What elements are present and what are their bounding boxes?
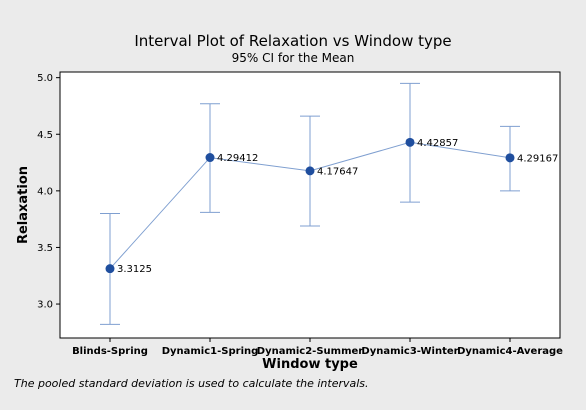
mean-point [405,137,415,147]
y-tick-label: 3.0 [37,300,53,311]
x-axis-label: Window type [262,357,358,372]
chart-marks: 3.0 3.5 4.0 4.5 5.0 Blinds-Spring Dynamic1-Spr… [37,73,563,357]
mean-point [105,264,115,274]
chart-title: Interval Plot of Relaxation vs Window ty… [134,32,451,50]
mean-point [305,166,315,176]
y-tick-label: 5.0 [37,73,53,84]
mean-label: 4.17647 [317,166,358,177]
y-tick-label: 4.5 [37,130,53,141]
mean-label: 4.42857 [417,138,458,149]
x-tick-label: Dynamic3-Winter [361,346,458,357]
mean-point [205,153,215,163]
x-tick-label: Dynamic1-Spring [162,346,259,357]
mean-label: 4.29412 [217,153,258,164]
y-tick-label: 3.5 [37,243,53,254]
y-tick-label: 4.0 [37,186,53,197]
chart-subtitle: 95% CI for the Mean [232,51,355,65]
x-tick-label: Dynamic4-Average [457,346,563,357]
mean-point [505,153,515,163]
footnote: The pooled standard deviation is used to… [14,377,369,390]
mean-label: 3.3125 [117,264,152,275]
mean-label: 4.29167 [517,153,558,164]
y-axis-label: Relaxation [16,166,31,244]
x-tick-label: Blinds-Spring [72,346,148,357]
x-tick-label: Dynamic2-Summer [257,346,364,357]
